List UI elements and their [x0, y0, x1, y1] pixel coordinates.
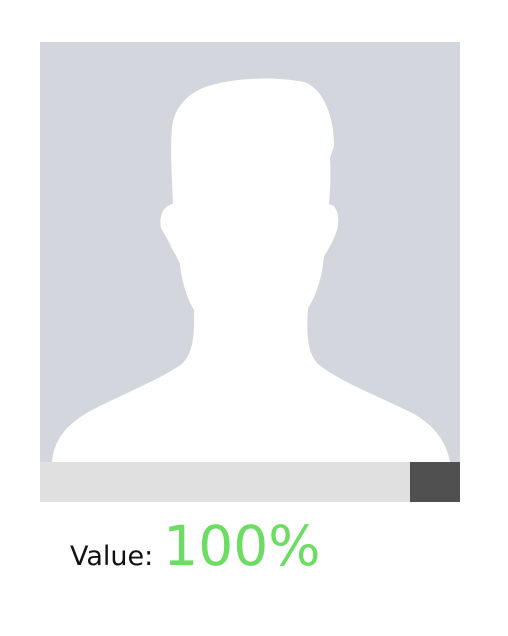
value-label: Value: [70, 541, 154, 572]
value-percentage: 100% [163, 514, 321, 578]
default-profile-silhouette-icon [52, 78, 450, 462]
value-readout: Value: 100% [70, 514, 321, 584]
profile-avatar-placeholder [40, 42, 460, 462]
value-slider-track[interactable] [40, 462, 460, 502]
value-slider-handle[interactable] [410, 462, 460, 502]
